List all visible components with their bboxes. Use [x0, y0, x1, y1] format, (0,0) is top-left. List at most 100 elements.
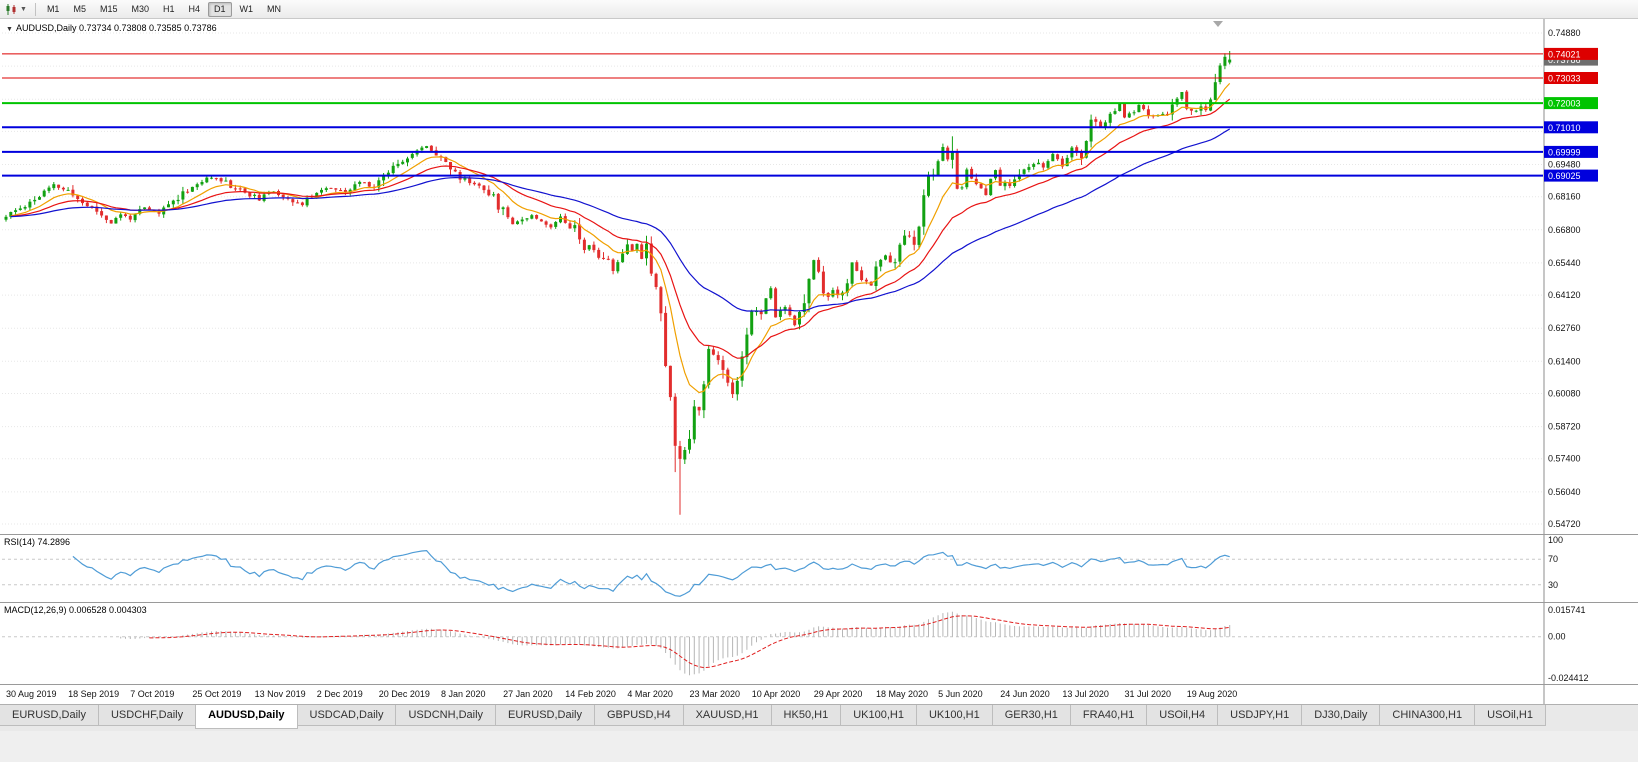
chart-tab-eurusd-daily[interactable]: EURUSD,Daily	[495, 705, 595, 726]
chart-tab-usdchf-daily[interactable]: USDCHF,Daily	[97, 705, 197, 726]
price-axis-label: 0.64120	[1548, 290, 1581, 300]
time-axis-label: 4 Mar 2020	[627, 689, 673, 699]
rsi-axis-label: 30	[1548, 580, 1558, 590]
chart-tab-usoil-h1[interactable]: USOil,H1	[1474, 705, 1546, 726]
collapse-icon[interactable]: ▼	[6, 26, 13, 33]
timeframe-button-h4[interactable]: H4	[188, 3, 201, 14]
candles	[4, 51, 1232, 515]
time-axis-label: 29 Apr 2020	[814, 689, 863, 699]
chart-tab-xauusd-h1[interactable]: XAUUSD,H1	[682, 705, 772, 726]
timeframe-button-d1[interactable]: D1	[208, 1, 232, 17]
price-axis-label: 0.62760	[1548, 323, 1581, 333]
chart-tab-ger30-h1[interactable]: GER30,H1	[991, 705, 1071, 726]
price-badge-0.71010	[1544, 121, 1598, 134]
chart-tab-dj30-daily[interactable]: DJ30,Daily	[1301, 705, 1381, 726]
macd-axis-label: 0.015741	[1548, 605, 1586, 615]
svg-text:0.71010: 0.71010	[1548, 123, 1581, 133]
toolbar: ▼ M1 M5 M15 M30 H1 H4 D1 W1 MN	[0, 0, 1638, 19]
macd-axis-label: 0.00	[1548, 632, 1566, 642]
time-axis-label: 18 Sep 2019	[68, 689, 119, 699]
price-axis-label: 0.61400	[1548, 356, 1581, 366]
time-axis-label: 10 Apr 2020	[752, 689, 801, 699]
price-axis-label: 0.60080	[1548, 389, 1581, 399]
price-axis-label: 0.54720	[1548, 519, 1581, 529]
chart-tab-usdcnh-daily[interactable]: USDCNH,Daily	[395, 705, 497, 726]
time-axis-label: 2 Dec 2019	[317, 689, 363, 699]
price-axis-label: 0.65440	[1548, 258, 1581, 268]
time-axis[interactable]	[0, 684, 1544, 704]
price-badge-0.72003	[1544, 97, 1598, 110]
chart-tab-hk50-h1[interactable]: HK50,H1	[770, 705, 842, 726]
ma-line-22	[10, 98, 1231, 359]
time-axis-label: 13 Nov 2019	[255, 689, 306, 699]
chart-tab-usdjpy-h1[interactable]: USDJPY,H1	[1217, 705, 1303, 726]
time-axis-label: 31 Jul 2020	[1125, 689, 1172, 699]
macd-indicator-label: MACD(12,26,9) 0.006528 0.004303	[4, 605, 147, 615]
price-badge-0.69999	[1544, 145, 1598, 158]
chart-ohlc: 0.73734 0.73808 0.73585 0.73786	[78, 23, 217, 33]
time-axis-label: 19 Aug 2020	[1187, 689, 1238, 699]
chart-shift-marker[interactable]	[1213, 21, 1223, 27]
time-axis-label: 20 Dec 2019	[379, 689, 430, 699]
price-axis-label: 0.57400	[1548, 454, 1581, 464]
chart-type-icon[interactable]	[5, 3, 18, 16]
time-axis-label: 30 Aug 2019	[6, 689, 57, 699]
time-axis-label: 5 Jun 2020	[938, 689, 983, 699]
caret-down-icon[interactable]: ▼	[20, 5, 27, 13]
chart-tab-uk100-h1[interactable]: UK100,H1	[840, 705, 917, 726]
timeframe-button-m5[interactable]: M5	[73, 3, 86, 14]
price-axis-label: 0.69480	[1548, 160, 1581, 170]
chart-tab-uk100-h1[interactable]: UK100,H1	[915, 705, 993, 726]
time-axis-label: 27 Jan 2020	[503, 689, 553, 699]
chart-tab-usdcad-daily[interactable]: USDCAD,Daily	[296, 705, 397, 726]
time-axis-label: 8 Jan 2020	[441, 689, 486, 699]
chart-tab-gbpusd-h4[interactable]: GBPUSD,H4	[594, 705, 684, 726]
timeframe-button-h1[interactable]: H1	[163, 3, 175, 14]
time-axis-labels: 30 Aug 2019 18 Sep 2019 7 Oct 2019 25 Oct 2…	[6, 689, 1237, 699]
chart-tab-fra40-h1[interactable]: FRA40,H1	[1069, 705, 1148, 726]
timeframe-button-m1[interactable]: M1	[46, 3, 60, 14]
price-axis[interactable]	[1544, 18, 1638, 704]
toolbar-separator	[34, 2, 36, 16]
time-axis-label: 23 Mar 2020	[690, 689, 741, 699]
chart-tab-usoil-h4[interactable]: USOil,H4	[1146, 705, 1219, 726]
price-badge-0.69025	[1544, 169, 1598, 182]
svg-text:0.69025: 0.69025	[1548, 171, 1581, 181]
time-axis-label: 25 Oct 2019	[192, 689, 241, 699]
rsi-indicator-label: RSI(14) 74.2896	[4, 537, 71, 547]
svg-text:0.73033: 0.73033	[1548, 74, 1581, 84]
timeframe-button-m30[interactable]: M30	[131, 3, 149, 14]
price-axis-label: 0.74880	[1548, 28, 1581, 38]
ma-line-50	[10, 128, 1231, 312]
svg-text:0.69999: 0.69999	[1548, 147, 1581, 157]
chart-tabs: EURUSD,Daily USDCHF,Daily AUDUSD,Daily USDC…	[0, 704, 1638, 731]
macd-signal-line	[149, 615, 1230, 669]
macd-axis-label: -0.024412	[1548, 673, 1589, 683]
window-background	[0, 730, 1638, 762]
chart-tab-eurusd-daily[interactable]: EURUSD,Daily	[0, 705, 99, 726]
price-axis-label: 0.56040	[1548, 487, 1581, 497]
time-axis-label: 24 Jun 2020	[1000, 689, 1050, 699]
svg-text:0.72003: 0.72003	[1548, 99, 1581, 109]
price-grid	[2, 32, 1543, 525]
timeframe-button-m15[interactable]: M15	[99, 3, 118, 14]
timeframe-button-mn[interactable]: MN	[267, 3, 282, 14]
time-axis-label: 13 Jul 2020	[1062, 689, 1109, 699]
rsi-line	[72, 549, 1230, 597]
price-axis-label: 0.66800	[1548, 225, 1581, 235]
chart-title: ▼ AUDUSD,Daily 0.73734 0.73808 0.73585 0.…	[6, 23, 217, 33]
time-axis-label: 7 Oct 2019	[130, 689, 174, 699]
price-badge-0.74021	[1544, 47, 1598, 60]
chart-tab-china300-h1[interactable]: CHINA300,H1	[1379, 705, 1476, 726]
price-axis-label: 0.58720	[1548, 422, 1581, 432]
ma-line-10	[10, 82, 1231, 394]
timeframe-toolbar: M1 M5 M15 M30 H1 H4 D1 W1 MN	[41, 1, 287, 17]
chart-tab-audusd-daily[interactable]: AUDUSD,Daily	[195, 705, 298, 729]
chart-symbol: AUDUSD,Daily	[15, 23, 77, 33]
time-axis-label: 18 May 2020	[876, 689, 928, 699]
timeframe-button-w1[interactable]: W1	[239, 3, 254, 14]
price-axis-labels: 0.74880 0.69480 0.68160 0.66800 0.65440 0.641…	[1548, 28, 1589, 683]
price-badge-0.73033	[1544, 72, 1598, 84]
